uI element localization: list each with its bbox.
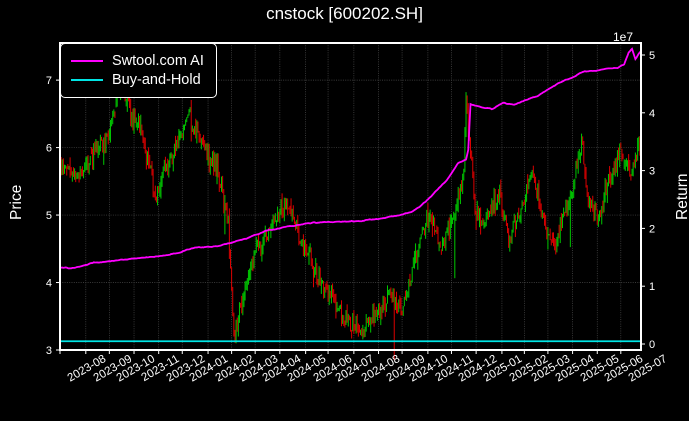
svg-text:1: 1: [649, 281, 655, 293]
svg-text:2: 2: [649, 223, 655, 235]
svg-text:3: 3: [46, 345, 52, 357]
svg-text:3: 3: [649, 166, 655, 178]
svg-text:5: 5: [46, 210, 52, 222]
svg-text:7: 7: [46, 75, 52, 87]
svg-text:0: 0: [649, 339, 655, 351]
svg-text:4: 4: [46, 278, 52, 290]
svg-text:4: 4: [649, 108, 655, 120]
svg-text:6: 6: [46, 143, 52, 155]
svg-text:5: 5: [649, 50, 655, 62]
